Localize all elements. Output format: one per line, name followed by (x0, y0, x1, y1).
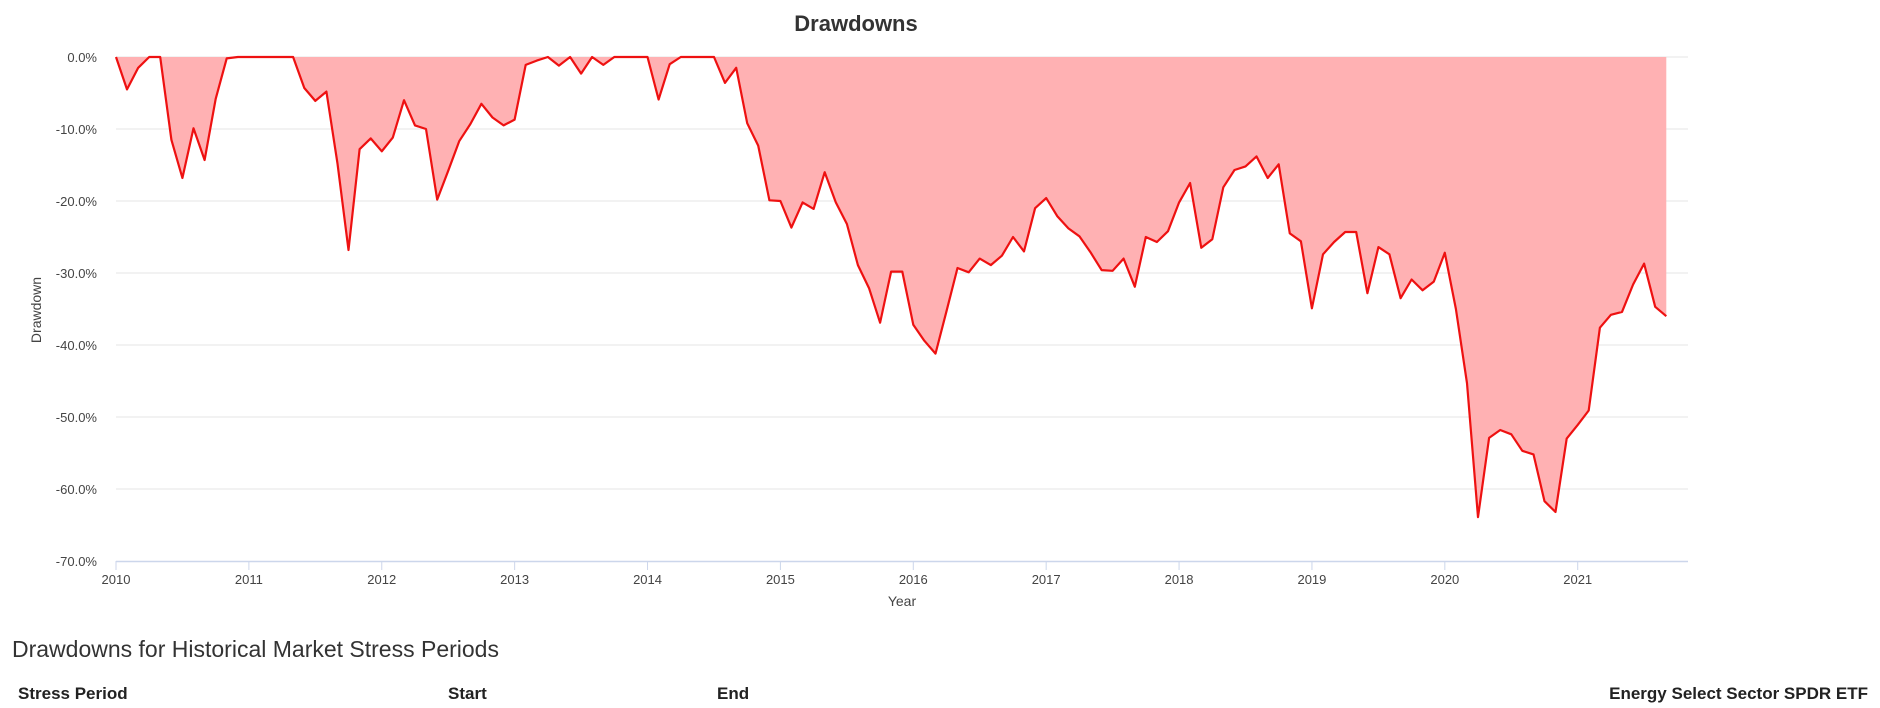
y-tick-label: -50.0% (56, 410, 98, 425)
x-tick-label: 2018 (1165, 572, 1194, 587)
drawdown-series (114, 55, 1668, 519)
chart-title: Drawdowns (794, 11, 917, 36)
x-tick-label: 2011 (235, 572, 263, 587)
column-header-end[interactable]: End (717, 684, 750, 703)
column-header-start[interactable]: Start (448, 684, 487, 703)
x-tick-label: 2012 (367, 572, 396, 587)
drawdown-area (116, 57, 1667, 518)
x-tick-label: 2021 (1563, 572, 1592, 587)
stress-periods-heading: Drawdowns for Historical Market Stress P… (12, 636, 499, 662)
x-tick-label: 2010 (102, 572, 131, 587)
y-axis: 0.0% -10.0% -20.0% -30.0% -40.0% -50.0% -60.0%… (56, 50, 98, 569)
y-tick-label: -30.0% (56, 266, 98, 281)
y-tick-label: -10.0% (56, 122, 98, 137)
y-axis-title: Drawdown (28, 277, 44, 343)
x-axis-title: Year (888, 593, 917, 609)
drawdown-chart-svg: Drawdowns 2010 2011 2012 2013 2014 2015 2016 20… (28, 11, 1688, 609)
y-tick-label: 0.0% (67, 50, 97, 65)
drawdown-line[interactable] (114, 55, 1668, 519)
x-tick-label: 2016 (899, 572, 928, 587)
y-tick-label: -40.0% (56, 338, 98, 353)
column-header-etf[interactable]: Energy Select Sector SPDR ETF (1609, 684, 1868, 703)
x-tick-label: 2013 (500, 572, 529, 587)
column-header-stress-period[interactable]: Stress Period (18, 684, 128, 703)
drawdown-chart: Drawdowns 2010 2011 2012 2013 2014 2015 2016 20… (28, 11, 1688, 609)
x-axis: 2010 2011 2012 2013 2014 2015 2016 2017 2018 2019… (102, 560, 1688, 587)
x-tick-label: 2017 (1032, 572, 1061, 587)
y-tick-label: -20.0% (56, 194, 98, 209)
stress-periods-table: Stress Period Start End Energy Select Se… (0, 680, 1880, 708)
x-tick-label: 2020 (1430, 572, 1459, 587)
x-tick-label: 2019 (1297, 572, 1326, 587)
y-tick-label: -60.0% (56, 482, 98, 497)
x-tick-label: 2014 (633, 572, 662, 587)
x-tick-label: 2015 (766, 572, 795, 587)
y-tick-label: -70.0% (56, 554, 98, 569)
